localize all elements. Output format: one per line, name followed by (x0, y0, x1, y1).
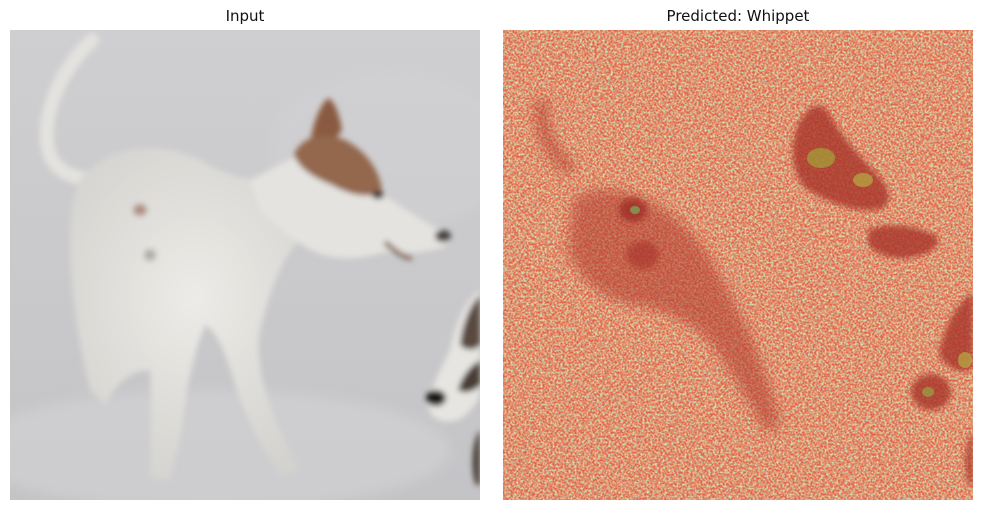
saliency-heatmap-overlay (503, 30, 973, 500)
input-image (10, 30, 480, 500)
saliency-overlay-image (503, 30, 973, 500)
head-highlights (630, 148, 972, 397)
whippet-dog (39, 33, 451, 480)
heatmap-cold-noise (503, 30, 973, 500)
whippet-in-snow-image (10, 30, 480, 500)
second-dog-head (426, 290, 480, 485)
hot-regions (534, 98, 781, 432)
input-panel-title: Input (225, 7, 265, 25)
prediction-panel-title: Predicted: Whippet (666, 7, 810, 25)
